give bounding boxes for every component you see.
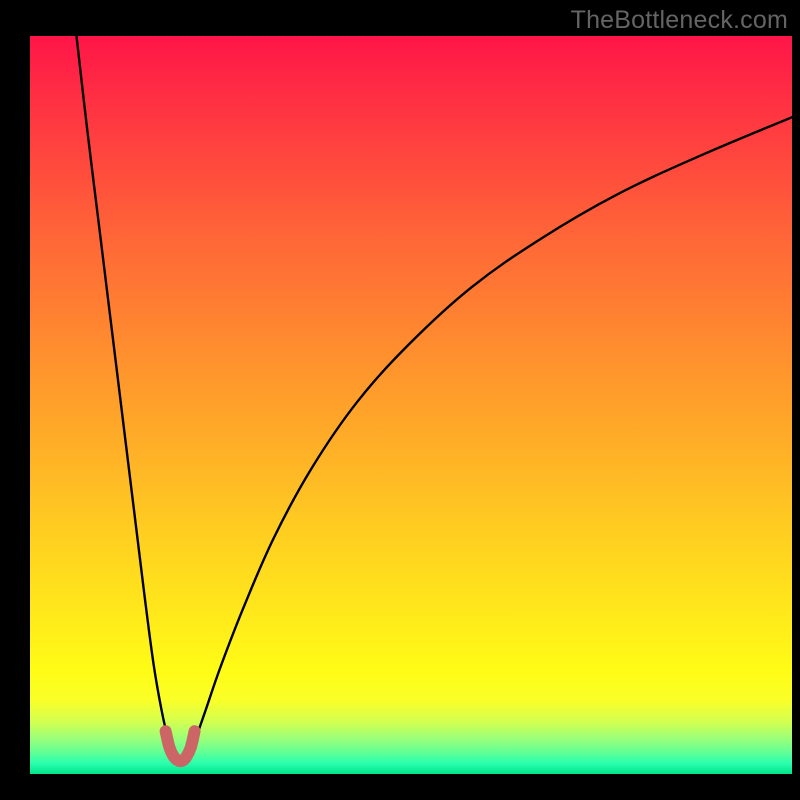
chart-container: { "watermark": { "text": "TheBottleneck.… xyxy=(0,0,800,800)
watermark-text: TheBottleneck.com xyxy=(571,6,788,35)
bottleneck-chart xyxy=(0,0,800,800)
chart-background-gradient xyxy=(30,36,792,774)
